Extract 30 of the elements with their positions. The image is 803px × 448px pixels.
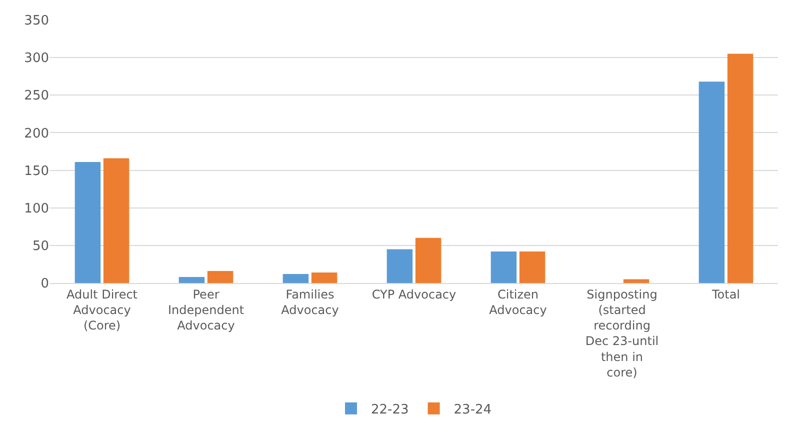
y-tick-label: 300	[24, 51, 49, 66]
bar	[282, 274, 309, 283]
legend-label: 23-24	[454, 402, 492, 418]
y-tick-label: 250	[24, 88, 49, 104]
bar	[727, 54, 754, 283]
bar	[490, 251, 517, 283]
y-tick-label: 100	[24, 201, 49, 216]
y-tick-label: 350	[24, 14, 49, 29]
bar	[519, 251, 546, 283]
x-tick-label: Families Advocacy	[281, 287, 339, 317]
legend-label: 22-23	[371, 402, 409, 418]
bar	[178, 276, 205, 283]
x-tick-label: CYP Advocacy	[372, 287, 456, 302]
y-tick-label: 150	[24, 164, 49, 179]
bar	[311, 272, 338, 283]
bar	[103, 158, 130, 283]
x-tick-label: Peer Independent Advocacy	[168, 287, 244, 333]
y-tick-label: 200	[24, 126, 49, 142]
bar	[207, 270, 234, 283]
x-tick-label: Total	[710, 287, 740, 302]
bar	[698, 82, 725, 283]
bar	[623, 279, 650, 283]
y-tick-label: 50	[32, 238, 49, 254]
bar	[415, 238, 442, 283]
x-tick-label: Adult Direct Advocacy (Core)	[66, 287, 138, 333]
y-tick-label: 0	[40, 276, 49, 292]
x-tick-label: Citizen Advocacy	[489, 287, 547, 317]
x-tick-label: Signposting (started recording Dec 23-until then in core)	[585, 287, 659, 380]
bar	[74, 162, 101, 283]
bar	[386, 249, 413, 283]
